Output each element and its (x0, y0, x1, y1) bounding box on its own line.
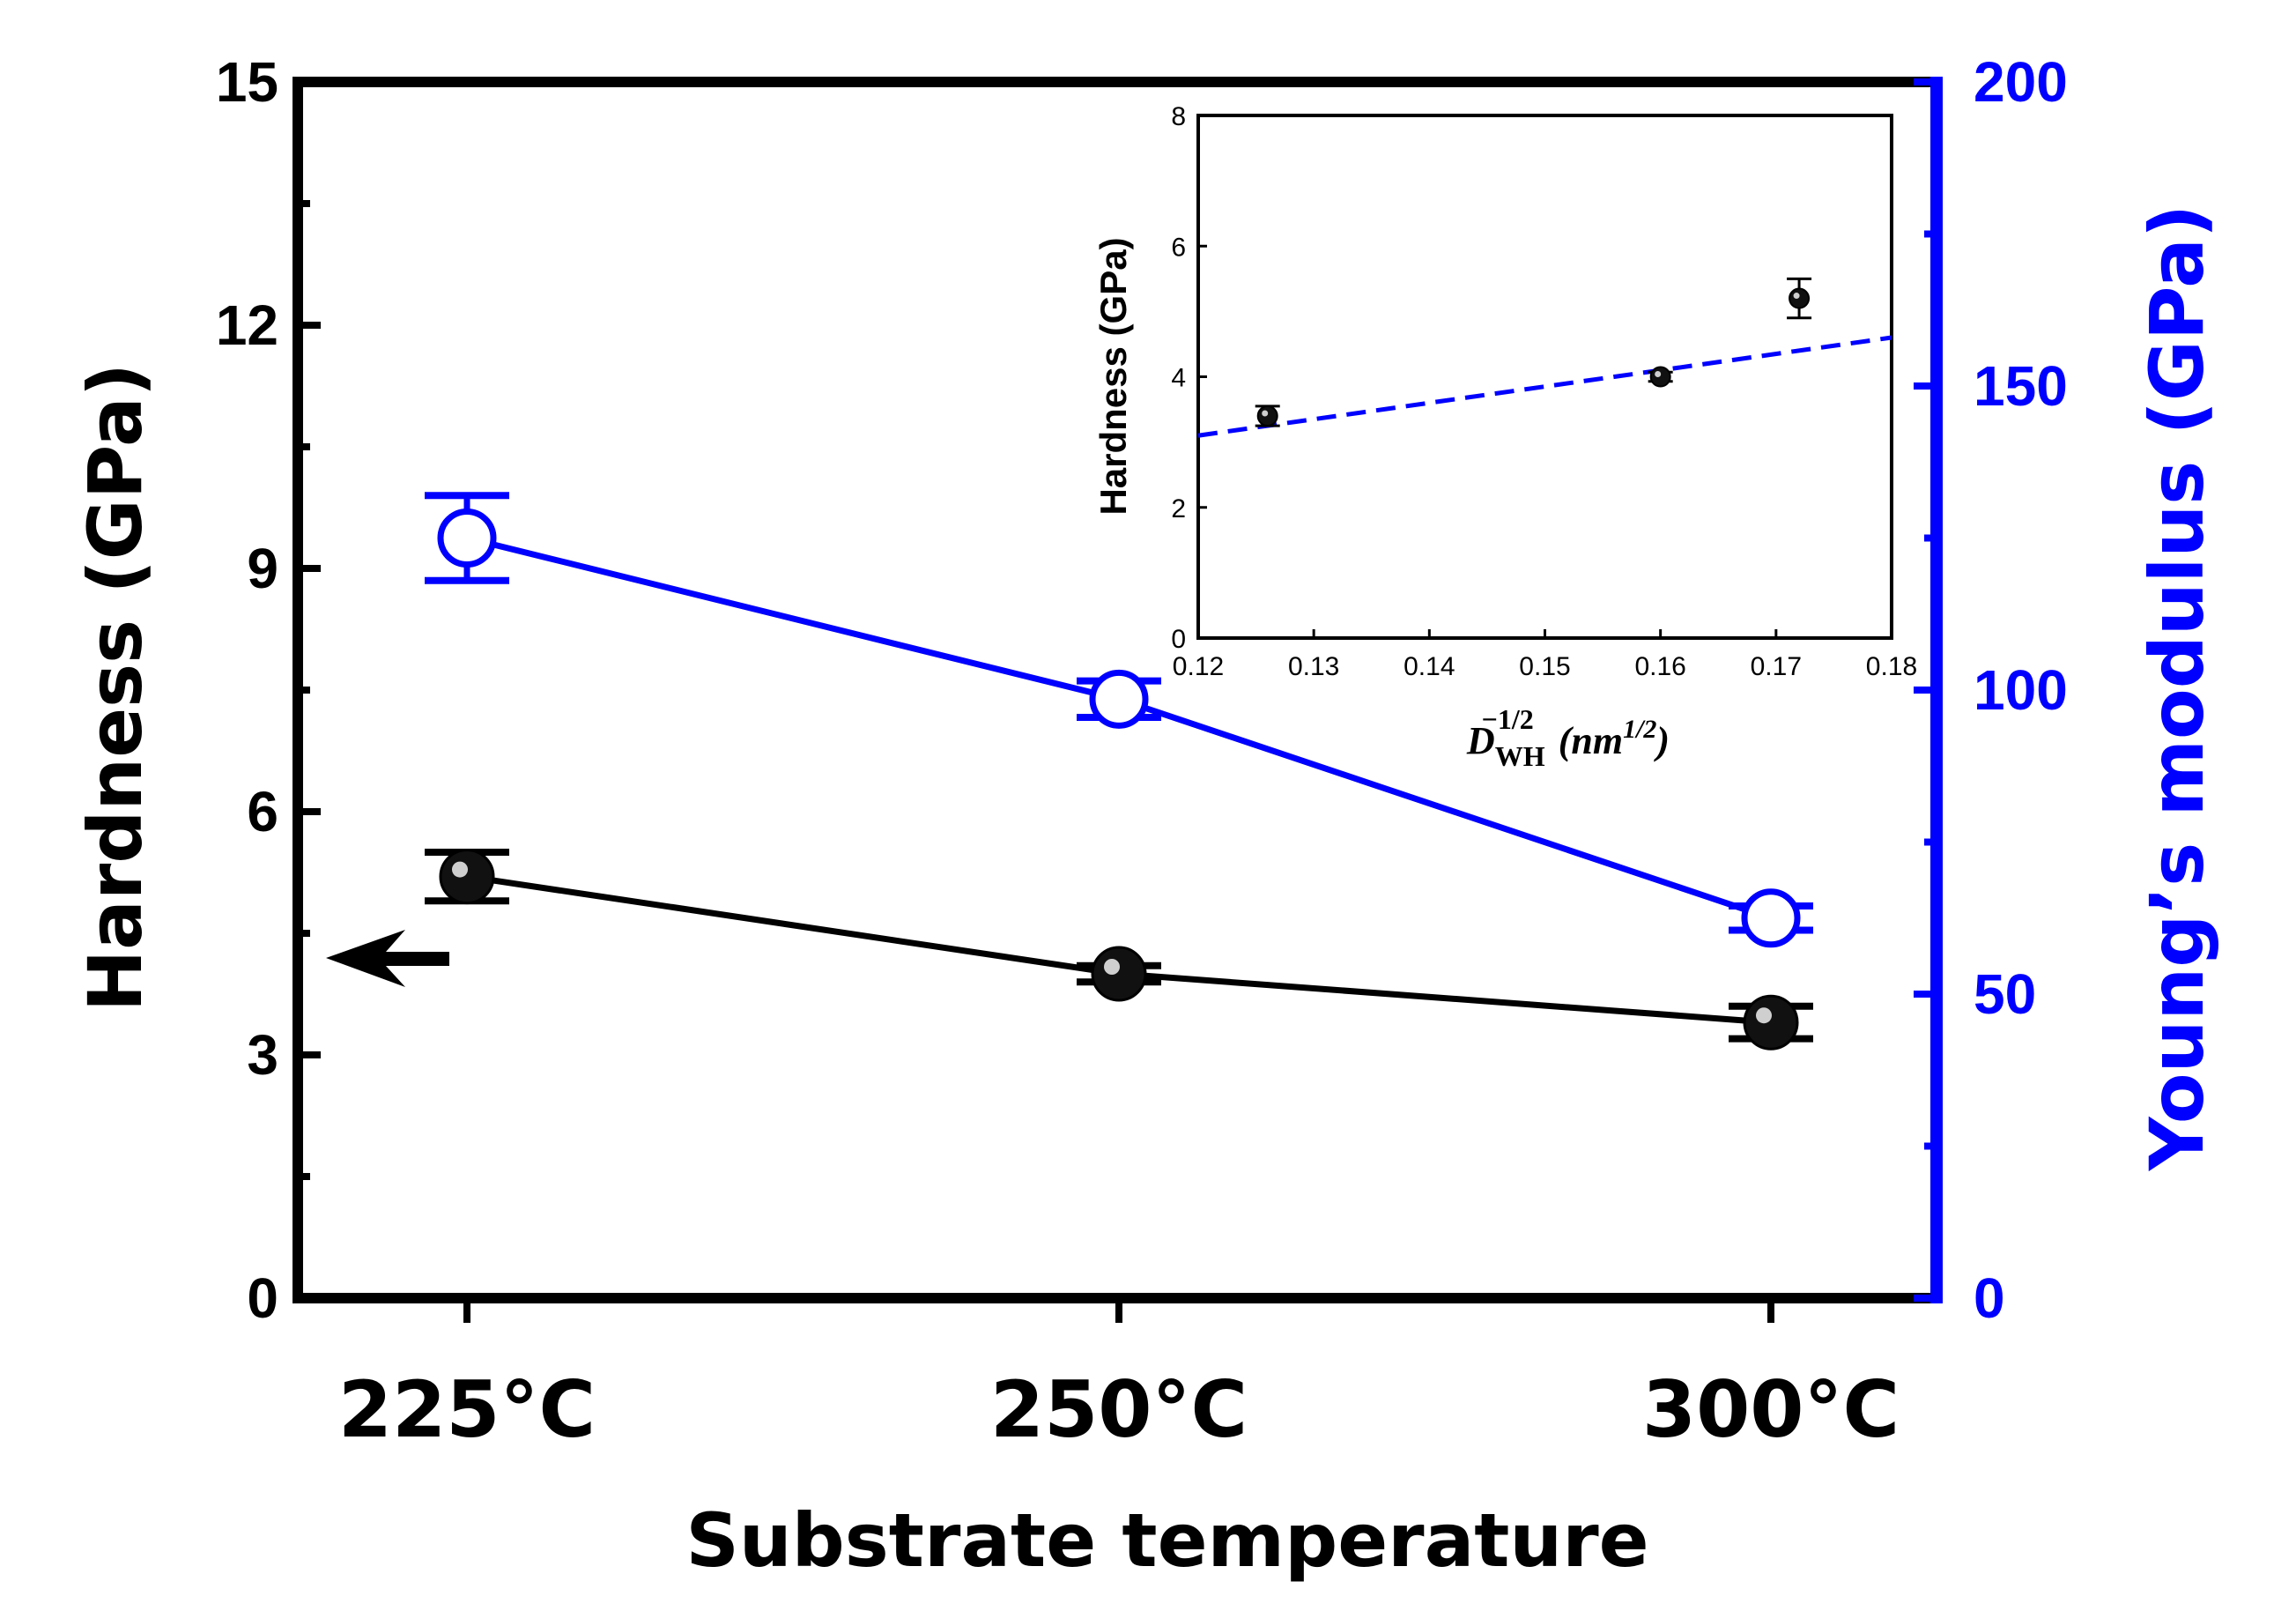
left-arrow-annotation (326, 930, 449, 987)
open-circle-marker (437, 509, 497, 568)
arrow-icon (326, 930, 449, 987)
inset-data-point (1787, 277, 1812, 320)
sphere-marker (1743, 994, 1799, 1050)
inset-y-tick-label: 0 (1171, 625, 1186, 654)
right-tick-label: 50 (1974, 962, 2036, 1026)
right-tick-label: 0 (1974, 1266, 2005, 1330)
inset-x-tick-label: 0.12 (1173, 652, 1224, 681)
sphere-highlight (1104, 959, 1120, 975)
inset-series (1197, 277, 1892, 438)
inset-data-point (1255, 405, 1280, 427)
inset-x-tick-label: 0.17 (1751, 652, 1802, 681)
inset-data-point (1648, 366, 1673, 388)
inset-marker (1789, 287, 1811, 309)
inset-y-tick-label: 6 (1171, 233, 1186, 262)
right-axis-ticks: 0 50 100 150 200 (1914, 50, 2068, 1330)
inset-x-title-unit: (nm (1559, 719, 1623, 762)
inset-x-title-sub: WH (1495, 740, 1545, 772)
data-point (1729, 994, 1813, 1050)
x-tick-label: 300°C (1642, 1364, 1900, 1455)
data-point (1729, 888, 1813, 948)
inset-x-tick-label: 0.15 (1519, 652, 1570, 681)
x-tick-unit: °C (1804, 1364, 1900, 1455)
inset-x-tick-label: 0.16 (1634, 652, 1685, 681)
left-tick-label: 15 (216, 50, 278, 114)
data-point (1077, 946, 1161, 1002)
left-tick-label: 12 (216, 293, 278, 357)
inset-fit-line (1197, 335, 1892, 438)
data-point (425, 492, 509, 584)
x-tick-unit: °C (1152, 1364, 1248, 1455)
sphere-highlight (452, 861, 468, 878)
series-layer (425, 492, 1813, 1050)
inset-x-title: DWH −1/2 (nm1/2) (1466, 703, 1670, 772)
x-tick-unit: °C (500, 1364, 596, 1455)
x-tick-value: 225 (338, 1364, 500, 1455)
left-tick-label: 9 (247, 537, 278, 600)
inset-y-title: Hardness (GPa) (1092, 237, 1134, 515)
inset-x-tick-label: 0.18 (1866, 652, 1917, 681)
x-axis-title: Substrate temperature (685, 1497, 1648, 1584)
data-point (1077, 669, 1161, 729)
inset-x-tick-label: 0.13 (1288, 652, 1339, 681)
open-circle-marker (1741, 888, 1801, 948)
y-axis-left-title: Hardness (GPa) (72, 363, 159, 1012)
x-tick-value: 250 (990, 1364, 1152, 1455)
inset-x-title-base: D (1466, 719, 1495, 762)
inset-frame (1196, 114, 1893, 640)
inset-y-tick-label: 8 (1171, 102, 1186, 131)
left-axis-ticks: 0 3 6 9 12 15 (216, 50, 321, 1330)
x-axis-ticks: 225°C 250°C 300°C (338, 1298, 1900, 1455)
right-tick-label: 150 (1974, 354, 2068, 418)
inset-marker (1256, 405, 1278, 427)
x-tick-value: 300 (1642, 1364, 1804, 1455)
x-tick-label: 225°C (338, 1364, 596, 1455)
left-tick-label: 0 (247, 1266, 278, 1330)
sphere-highlight (1756, 1007, 1772, 1024)
inset-marker-highlight (1262, 410, 1269, 417)
sphere-marker (1091, 946, 1147, 1002)
inset-axis-ticks: 0.12 0.13 0.14 0.15 0.16 0.17 0.18 0 2 4 6 8 (1171, 102, 1917, 681)
right-tick-label: 200 (1974, 50, 2068, 114)
right-tick-label: 100 (1974, 658, 2068, 722)
inset-x-title-unit-sup: 1/2 (1623, 715, 1656, 744)
inset-y-tick-label: 2 (1171, 494, 1186, 523)
inset-plot: 0.12 0.13 0.14 0.15 0.16 0.17 0.18 0 2 4 6 8 Hardne… (1092, 102, 1917, 772)
inset-x-title-unit-close: ) (1653, 719, 1670, 762)
inset-marker (1649, 366, 1671, 388)
inset-marker-highlight (1793, 293, 1800, 300)
open-circle-marker (1089, 669, 1149, 729)
data-point (425, 849, 509, 905)
x-tick-label: 250°C (990, 1364, 1248, 1455)
left-tick-label: 3 (247, 1023, 278, 1087)
inset-y-tick-label: 4 (1171, 364, 1186, 393)
sphere-marker (439, 849, 495, 905)
y-axis-right-title: Young’s modulus (GPa) (2134, 204, 2220, 1171)
inset-marker-highlight (1655, 371, 1662, 377)
inset-x-tick-label: 0.14 (1404, 652, 1455, 681)
left-tick-label: 6 (247, 780, 278, 843)
inset-x-title-sup: −1/2 (1482, 703, 1534, 735)
